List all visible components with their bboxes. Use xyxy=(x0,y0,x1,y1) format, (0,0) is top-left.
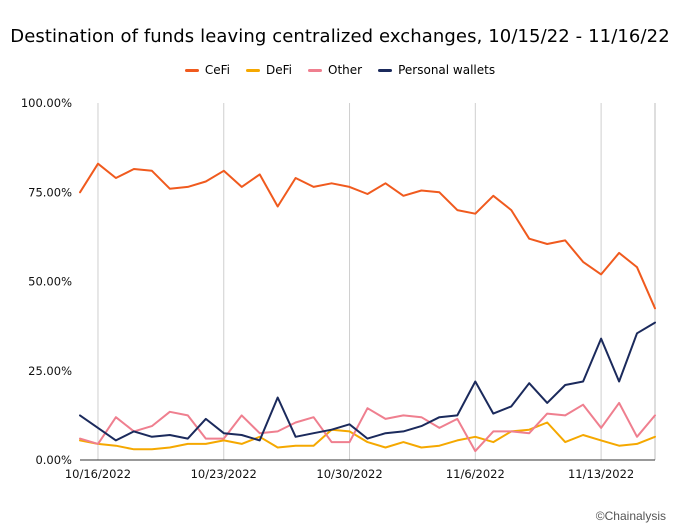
series-line-defi xyxy=(79,421,656,451)
x-tick-label-11-13-2022: 11/13/2022 xyxy=(568,467,634,481)
legend-swatch-defi xyxy=(246,68,261,72)
x-tick-label-10-30-2022: 10/30/2022 xyxy=(316,467,382,481)
source-credit: ©Chainalysis xyxy=(595,509,666,523)
y-tick-label-50-00: 50.00% xyxy=(28,275,72,289)
series-line-cefi xyxy=(79,162,656,310)
legend-label-other: Other xyxy=(328,63,363,77)
legend-label-personal-wallets: Personal wallets xyxy=(398,63,496,77)
series-line-personal-wallets xyxy=(79,321,656,442)
legend-swatch-personal-wallets xyxy=(378,68,393,72)
legend-item-cefi: CeFi xyxy=(184,63,231,77)
y-tick-label-75-00: 75.00% xyxy=(28,185,72,199)
legend: CeFi DeFi Other Personal wallets xyxy=(0,63,680,77)
legend-label-defi: DeFi xyxy=(266,63,293,77)
legend-item-other: Other xyxy=(308,63,362,77)
legend-item-personal-wallets: Personal wallets xyxy=(378,63,495,77)
series-line-other xyxy=(79,401,656,453)
chart-title: Destination of funds leaving centralized… xyxy=(10,26,670,47)
y-tick-label-0-00: 0.00% xyxy=(35,453,72,467)
legend-swatch-cefi xyxy=(184,68,199,72)
x-tick-label-10-23-2022: 10/23/2022 xyxy=(191,467,257,481)
y-tick-label-25-00: 25.00% xyxy=(28,364,72,378)
legend-swatch-other xyxy=(308,68,323,72)
legend-item-defi: DeFi xyxy=(246,63,292,77)
legend-label-cefi: CeFi xyxy=(204,63,231,77)
y-tick-label-100-00: 100.00% xyxy=(21,96,72,110)
x-tick-label-11-6-2022: 11/6/2022 xyxy=(446,467,505,481)
x-tick-label-10-16-2022: 10/16/2022 xyxy=(65,467,131,481)
